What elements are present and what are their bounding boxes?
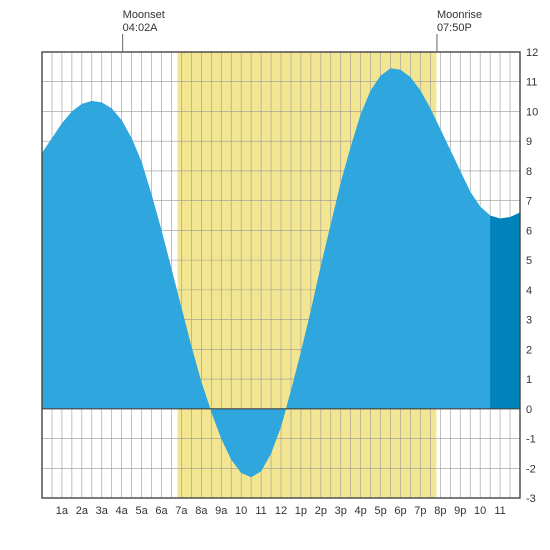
y-tick-label: 0 (526, 404, 532, 416)
x-tick-label: 11 (494, 505, 505, 517)
y-tick-label: 6 (526, 225, 532, 237)
y-tick-label: 2 (526, 344, 532, 356)
y-tick-label: 3 (526, 315, 532, 327)
x-tick-label: 9p (454, 505, 466, 517)
y-tick-label: 4 (526, 285, 532, 297)
moonset-time: 04:02A (123, 22, 159, 34)
y-tick-label: 7 (526, 196, 532, 208)
x-tick-label: 1p (295, 505, 307, 517)
x-tick-label: 11 (255, 505, 266, 517)
x-tick-label: 3p (335, 505, 347, 517)
x-tick-label: 10 (474, 505, 486, 517)
moonrise-label: Moonrise (437, 9, 482, 21)
x-tick-label: 4p (355, 505, 367, 517)
x-tick-label: 7a (175, 505, 188, 517)
y-tick-label: 1 (526, 374, 532, 386)
x-tick-label: 10 (235, 505, 247, 517)
y-tick-label: 10 (526, 106, 538, 118)
y-tick-label: 5 (526, 255, 532, 267)
x-tick-label: 6a (155, 505, 168, 517)
x-tick-label: 3a (96, 505, 109, 517)
x-tick-label: 1a (56, 505, 69, 517)
x-tick-label: 5p (374, 505, 386, 517)
x-tick-label: 12 (275, 505, 287, 517)
y-tick-label: 8 (526, 166, 532, 178)
y-tick-label: -1 (526, 434, 536, 446)
y-tick-label: 9 (526, 136, 532, 148)
y-tick-label: -2 (526, 463, 536, 475)
moonset-label: Moonset (123, 9, 165, 21)
moonrise-time: 07:50P (437, 22, 472, 34)
tide-chart: -3-2-101234567891011121a2a3a4a5a6a7a8a9a… (0, 0, 550, 550)
x-tick-label: 8a (195, 505, 208, 517)
x-tick-label: 6p (394, 505, 406, 517)
x-tick-label: 5a (135, 505, 148, 517)
y-tick-label: 12 (526, 47, 538, 59)
x-tick-label: 9a (215, 505, 228, 517)
x-tick-label: 4a (116, 505, 129, 517)
x-tick-label: 7p (414, 505, 426, 517)
y-tick-label: -3 (526, 493, 536, 505)
y-tick-label: 11 (526, 77, 537, 89)
x-tick-label: 8p (434, 505, 446, 517)
x-tick-label: 2a (76, 505, 89, 517)
x-tick-label: 2p (315, 505, 327, 517)
